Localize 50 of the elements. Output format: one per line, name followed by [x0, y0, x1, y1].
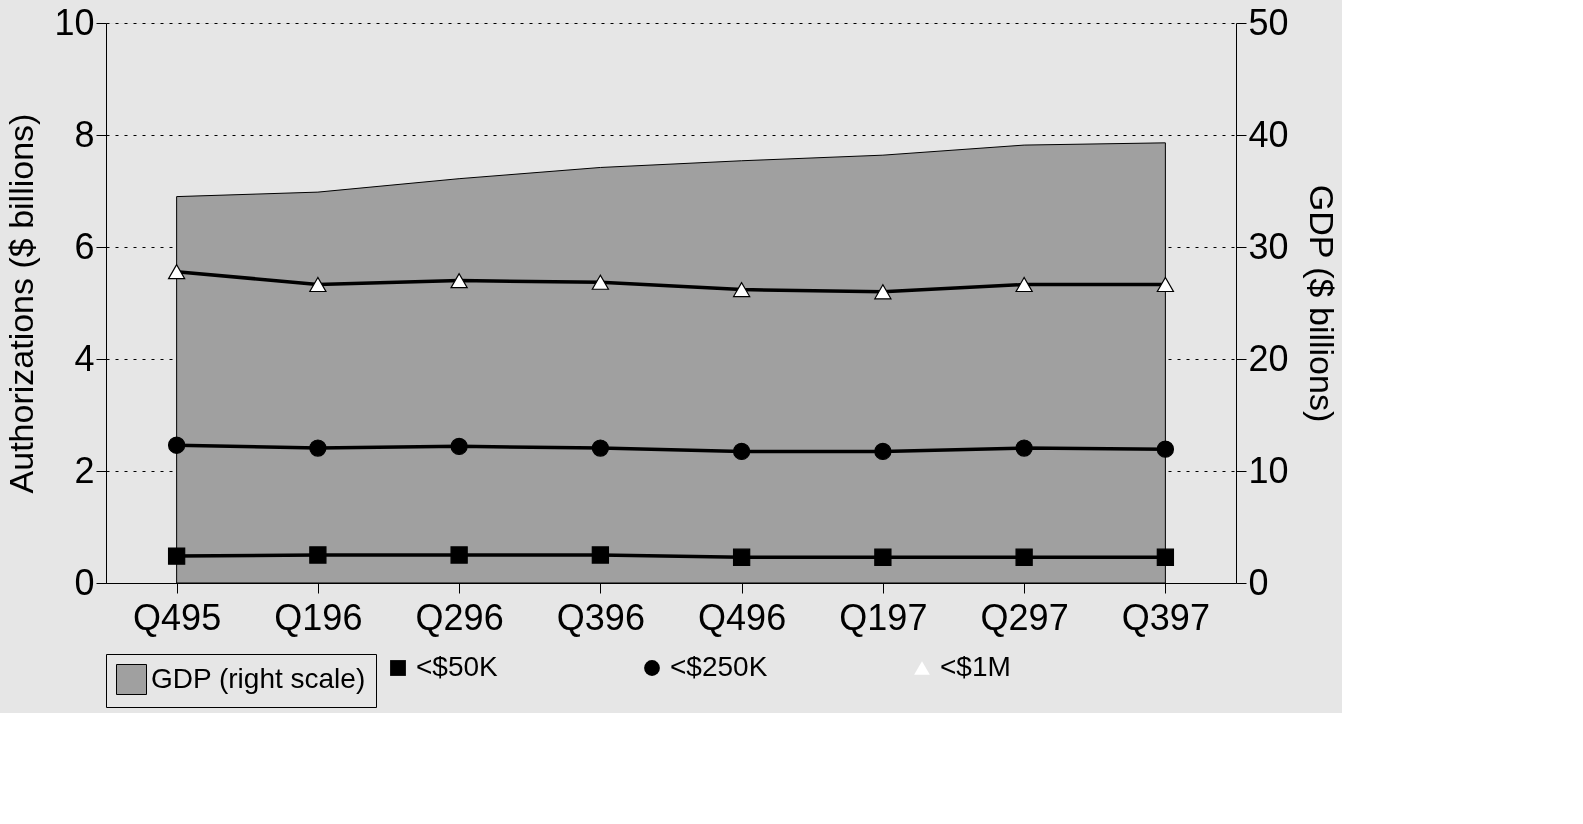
y-axis-title: Authorizations ($ billions): [2, 113, 41, 494]
x-tick-label: Q197: [839, 596, 928, 638]
point: [874, 548, 892, 566]
y2-tick-label: 0: [1248, 561, 1269, 603]
x-tick-label: Q495: [133, 596, 222, 638]
point: [167, 436, 186, 454]
point: [1156, 276, 1175, 293]
y-tick-label: 10: [54, 1, 95, 43]
point: [874, 442, 892, 461]
point: [732, 442, 751, 461]
point: [732, 548, 751, 566]
x-tick-label: Q397: [1121, 596, 1210, 638]
y-tick-label: 8: [74, 113, 95, 155]
point: [591, 546, 610, 564]
point: [1015, 548, 1033, 566]
legend-label: <$250K: [670, 651, 768, 682]
x-tick-label: Q496: [698, 596, 787, 638]
y-tick-label: 6: [74, 225, 95, 267]
point: [1156, 548, 1175, 566]
legend-label: <$50K: [416, 651, 499, 682]
y2-tick-label: 30: [1248, 225, 1289, 267]
x-tick-label: Q396: [556, 596, 645, 638]
point: [1015, 439, 1033, 457]
point: [450, 546, 468, 564]
y2-axis-title: GDP ($ billions): [1302, 184, 1341, 423]
y-tick-label: 2: [74, 449, 95, 491]
point: [167, 547, 186, 565]
point: [450, 273, 468, 289]
point: [450, 437, 468, 456]
y2-tick-label: 20: [1248, 337, 1289, 379]
x-tick-label: Q196: [274, 596, 363, 638]
point: [309, 439, 327, 457]
y2-tick-label: 40: [1248, 113, 1289, 155]
y2-tick-label: 10: [1248, 449, 1289, 491]
point: [167, 264, 186, 280]
y-tick-label: 0: [74, 561, 95, 603]
legend-label: <$1M: [940, 651, 1011, 682]
y2-tick-label: 50: [1248, 1, 1289, 43]
point: [591, 439, 610, 457]
point: [309, 276, 327, 293]
x-tick-label: Q297: [980, 596, 1069, 638]
y-tick-label: 4: [74, 337, 95, 379]
point: [732, 281, 751, 298]
legend-label: GDP (right scale): [151, 662, 366, 694]
point: [874, 284, 892, 300]
point: [1015, 276, 1033, 293]
point: [309, 546, 327, 564]
point: [591, 274, 610, 290]
x-tick-label: Q296: [415, 596, 504, 638]
point: [1156, 440, 1175, 458]
